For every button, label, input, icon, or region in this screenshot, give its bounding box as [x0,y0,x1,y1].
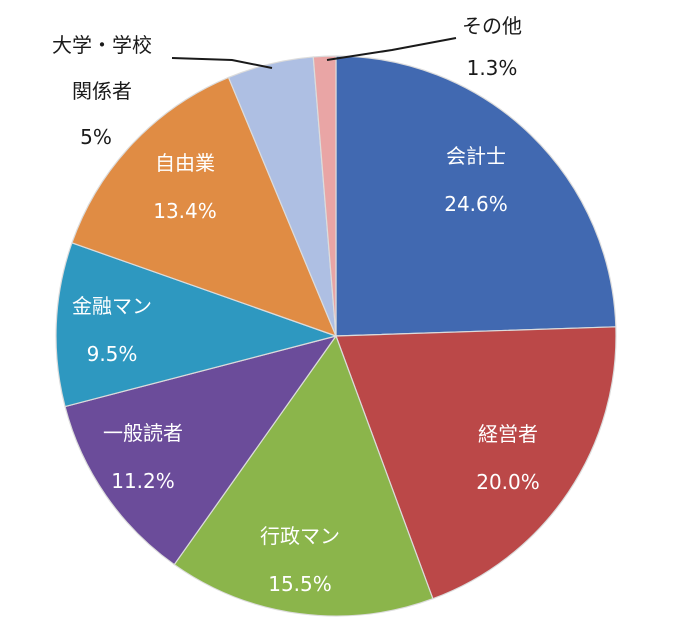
pie-slices [55,55,617,617]
pie-slice [64,335,338,566]
pie-labels: 会計士 24.6% 経営者 20.0% 行政マン 15.5% 一般読者 11.2% 金融マン 9.… [52,14,540,596]
slice-label: 会計士 [446,144,506,168]
pie-slice [71,76,338,338]
pie-slice [335,326,617,600]
slice-label: 自由業 [155,151,215,175]
slice-label: 一般読者 [103,421,183,445]
slice-value-label: 9.5% [87,342,138,366]
pie-slice [173,334,434,617]
slice-label: 金融マン [72,294,152,318]
slice-value-label: 5% [80,125,112,149]
slice-value-label: 11.2% [111,469,175,493]
leader-line [171,57,273,69]
slice-label: その他 [462,14,522,38]
pie-slice [312,55,337,337]
slice-value-label: 1.3% [467,56,518,80]
pie-slice [55,242,339,408]
slice-label: 行政マン [260,524,340,548]
pie-leader-lines [171,37,457,69]
slice-value-label: 15.5% [268,572,332,596]
pie-slice [335,55,617,337]
slice-value-label: 20.0% [476,470,540,494]
leader-line [326,37,457,61]
slice-label: 関係者 [72,79,132,103]
slice-label: 大学・学校 [52,33,152,57]
slice-value-label: 24.6% [444,192,508,216]
slice-value-label: 13.4% [153,199,217,223]
slice-label: 経営者 [478,422,538,446]
